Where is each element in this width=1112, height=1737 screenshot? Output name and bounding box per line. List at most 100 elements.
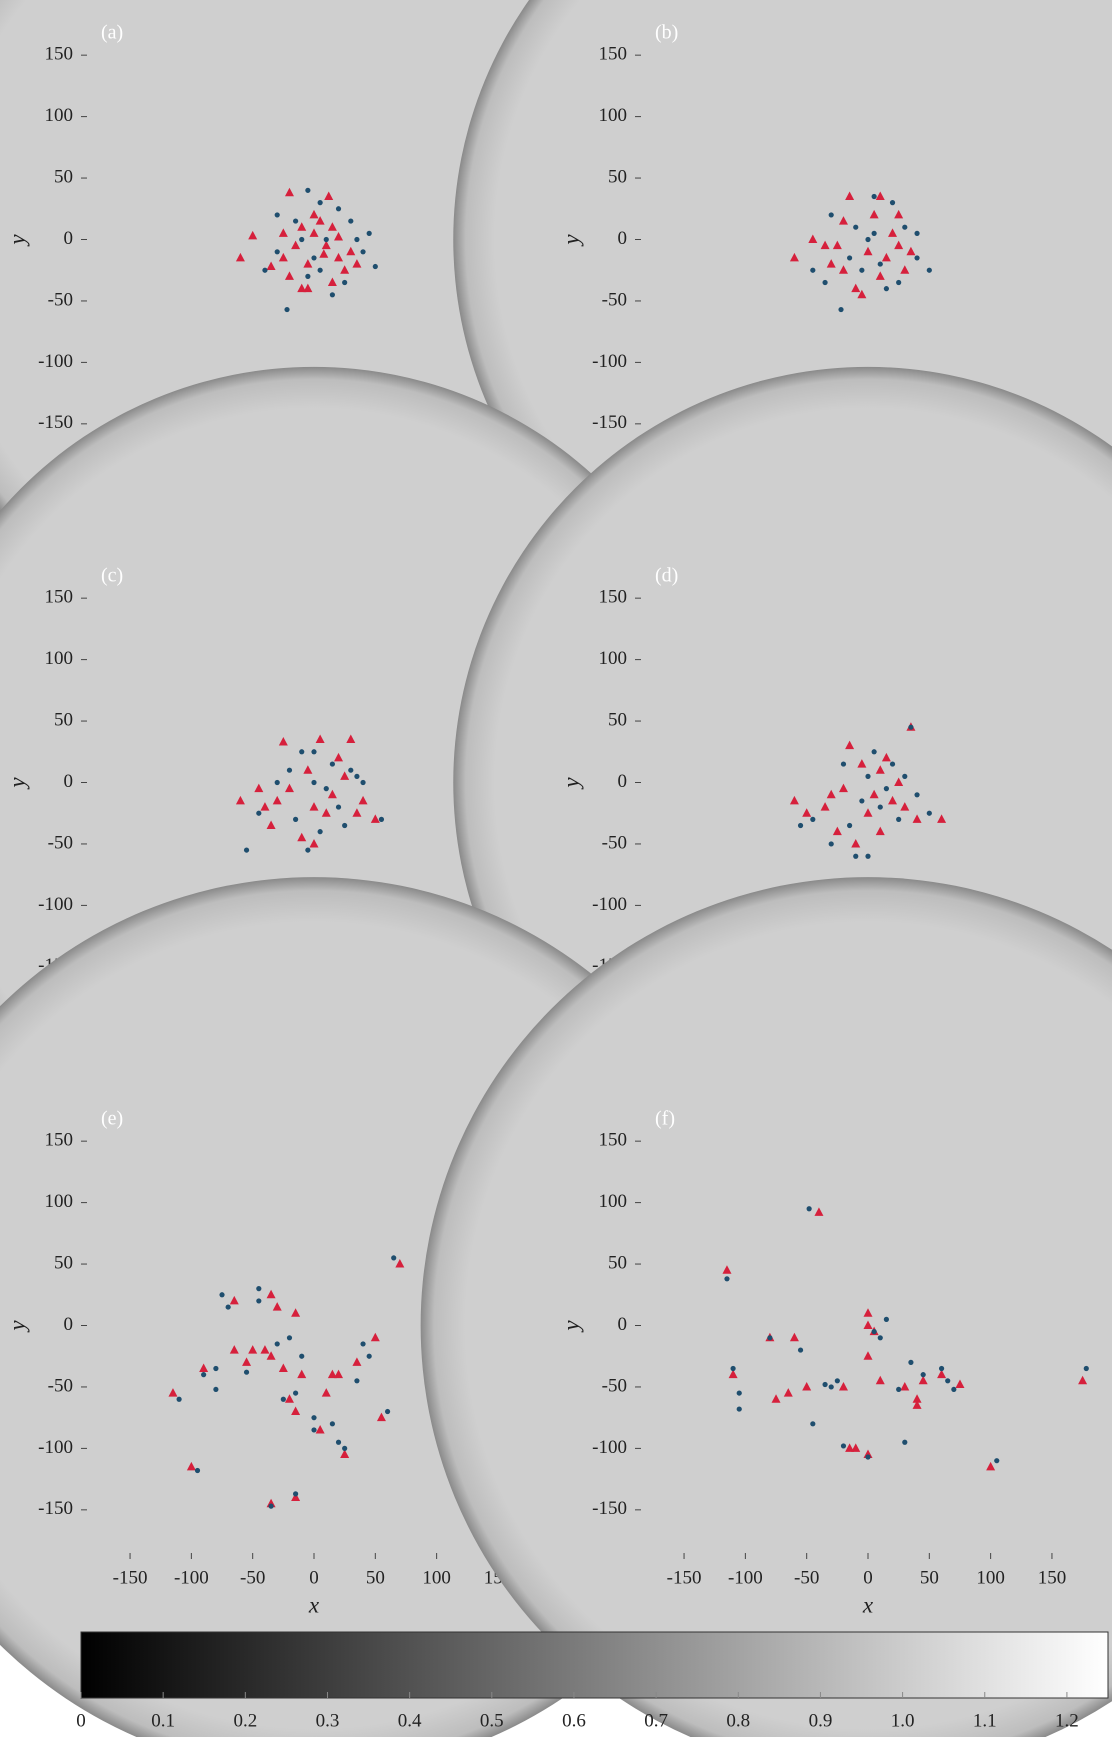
- dot-marker: [299, 749, 305, 755]
- triangle-marker: [912, 1400, 922, 1409]
- y-tick-label: 150: [599, 1130, 628, 1151]
- triangle-marker: [278, 252, 288, 262]
- panel-label: (f): [655, 1108, 675, 1130]
- dot-marker: [871, 1329, 877, 1335]
- triangle-marker: [838, 783, 848, 793]
- triangle-marker: [851, 838, 861, 848]
- y-tick-label: -50: [602, 832, 627, 853]
- dot-marker: [883, 286, 889, 292]
- triangle-marker: [863, 246, 873, 256]
- dot-marker: [914, 230, 920, 236]
- triangle-marker: [235, 795, 245, 805]
- dot-marker: [366, 1353, 372, 1359]
- dot-marker: [342, 1445, 348, 1451]
- y-tick-label: 50: [608, 1252, 627, 1273]
- dot-marker: [810, 267, 816, 273]
- y-axis-label: y: [558, 777, 583, 790]
- dot-marker: [286, 1335, 293, 1341]
- triangle-marker: [875, 765, 885, 774]
- dot-marker: [213, 1365, 219, 1372]
- triangle-marker: [863, 808, 873, 817]
- y-tick-label: 100: [599, 648, 628, 669]
- triangle-marker: [820, 802, 830, 811]
- triangle-marker: [826, 259, 836, 268]
- dot-marker: [926, 810, 932, 816]
- dot-marker: [176, 1396, 182, 1402]
- dot-marker: [865, 236, 871, 243]
- triangle-marker: [291, 1308, 301, 1317]
- dot-marker: [335, 804, 342, 810]
- dot-marker: [865, 853, 871, 859]
- triangle-marker: [254, 783, 264, 793]
- dot-marker: [736, 1390, 742, 1396]
- triangle-marker: [869, 789, 879, 799]
- triangle-marker: [315, 734, 325, 743]
- colorbar-tick-label: 0.6: [562, 1710, 586, 1731]
- triangle-marker: [912, 1394, 922, 1403]
- dot-marker: [201, 1372, 207, 1378]
- triangle-marker: [1078, 1375, 1088, 1385]
- triangle-marker: [370, 814, 380, 823]
- triangle-marker: [771, 1394, 781, 1403]
- dot-marker: [305, 847, 311, 853]
- dot-marker: [877, 804, 883, 810]
- dot-marker: [354, 236, 360, 243]
- dot-marker: [902, 773, 908, 779]
- colorbar-tick-label: 0.7: [644, 1710, 668, 1731]
- triangle-marker: [260, 1345, 270, 1354]
- triangle-marker: [986, 1461, 996, 1471]
- triangle-marker: [309, 838, 319, 848]
- dot-marker: [810, 816, 816, 822]
- y-tick-label: -50: [48, 1375, 73, 1396]
- triangle-marker: [321, 1388, 331, 1397]
- triangle-marker: [334, 252, 344, 262]
- dot-marker: [225, 1304, 231, 1310]
- triangle-marker: [875, 1375, 885, 1385]
- triangle-marker: [284, 1394, 294, 1403]
- colorbar-tick-label: 0.8: [726, 1710, 750, 1731]
- triangle-marker: [863, 1351, 873, 1360]
- triangle-marker: [260, 802, 270, 811]
- x-axis-label: x: [862, 1592, 874, 1617]
- dot-marker: [889, 761, 896, 767]
- triangle-marker: [340, 1449, 350, 1459]
- y-tick-label: 100: [45, 1191, 74, 1212]
- triangle-marker: [814, 1207, 824, 1216]
- dot-marker: [256, 1286, 262, 1292]
- triangle-marker: [278, 228, 288, 237]
- x-tick-label: 100: [422, 1567, 451, 1588]
- dot-marker: [877, 261, 883, 267]
- x-tick-label: 100: [976, 1567, 1005, 1588]
- dot-marker: [797, 1347, 804, 1353]
- dot-marker: [859, 267, 865, 273]
- dot-marker: [853, 224, 859, 230]
- dot-marker: [828, 212, 834, 218]
- triangle-marker: [851, 1443, 861, 1452]
- triangle-marker: [229, 1295, 239, 1305]
- y-tick-label: -150: [592, 412, 627, 433]
- dot-marker: [284, 306, 290, 313]
- dot-marker: [274, 249, 280, 255]
- triangle-marker: [346, 734, 356, 743]
- dot-marker: [767, 1335, 773, 1341]
- triangle-marker: [272, 1302, 282, 1311]
- dot-marker: [945, 1378, 951, 1384]
- dot-marker: [828, 1384, 834, 1390]
- y-axis-label: y: [4, 234, 29, 247]
- x-tick-label: 50: [920, 1567, 939, 1588]
- x-tick-label: -100: [728, 1567, 763, 1588]
- triangle-marker: [340, 265, 350, 274]
- triangle-marker: [728, 1369, 738, 1379]
- dot-marker: [311, 749, 317, 755]
- dot-marker: [360, 779, 366, 786]
- y-tick-label: 0: [64, 228, 74, 249]
- dot-marker: [256, 810, 262, 816]
- dot-marker: [317, 267, 323, 273]
- y-tick-label: 0: [618, 771, 628, 792]
- dot-marker: [896, 1386, 902, 1393]
- triangle-marker: [248, 230, 258, 240]
- dot-marker: [871, 230, 877, 236]
- triangle-marker: [334, 1369, 344, 1379]
- triangle-marker: [266, 261, 276, 271]
